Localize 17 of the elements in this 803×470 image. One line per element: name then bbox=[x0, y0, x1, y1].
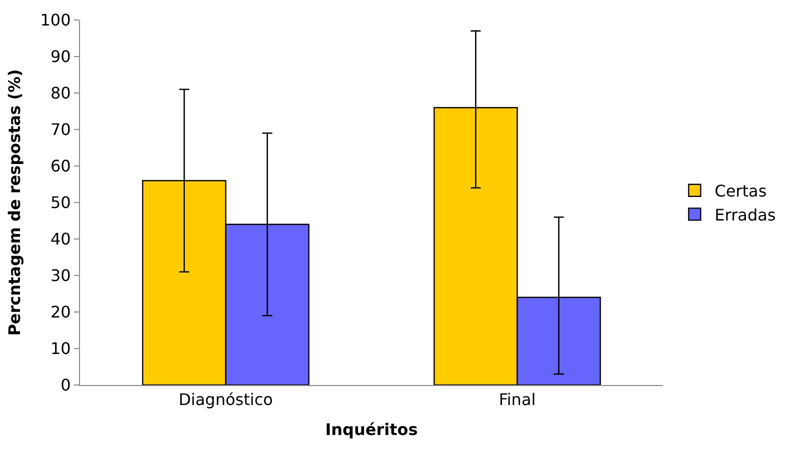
legend-label: Erradas bbox=[714, 205, 776, 224]
y-tick-label: 90 bbox=[50, 47, 71, 66]
x-tick-label: Diagnóstico bbox=[178, 390, 273, 410]
y-tick-label: 0 bbox=[60, 376, 71, 395]
y-tick-label: 10 bbox=[50, 339, 71, 358]
y-axis-title: Percntagem de respostas (%) bbox=[5, 69, 24, 336]
y-tick-label: 60 bbox=[50, 156, 71, 176]
x-tick-label: Final bbox=[498, 390, 536, 410]
y-tick-label: 40 bbox=[50, 230, 71, 249]
legend-label: Certas bbox=[714, 182, 767, 201]
y-tick-label: 30 bbox=[50, 266, 71, 286]
y-tick-label: 70 bbox=[50, 120, 71, 140]
y-tick-label: 100 bbox=[40, 10, 71, 30]
x-axis-title: Inquéritos bbox=[325, 420, 418, 439]
y-tick-label: 80 bbox=[50, 84, 71, 103]
y-tick-label: 50 bbox=[50, 193, 71, 212]
y-tick-label: 20 bbox=[50, 302, 71, 322]
